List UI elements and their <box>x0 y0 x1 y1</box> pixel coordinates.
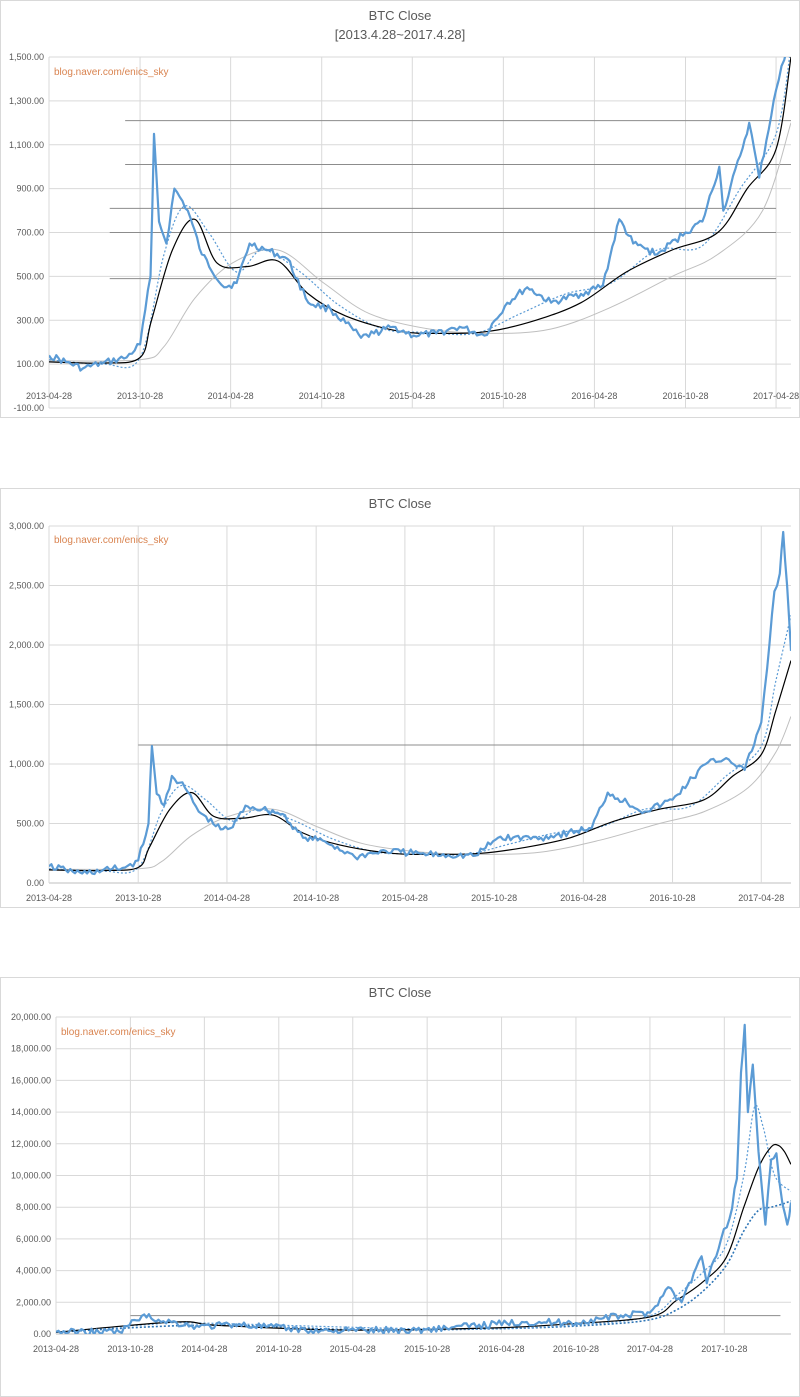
series-line-price <box>56 1023 791 1334</box>
x-tick-label: 2013-10-28 <box>117 391 163 401</box>
y-tick-label: 0.00 <box>33 1329 51 1339</box>
y-tick-label: 6,000.00 <box>16 1234 51 1244</box>
x-tick-label: 2016-10-28 <box>662 391 708 401</box>
series-line-price <box>49 530 791 876</box>
y-tick-label: 1,300.00 <box>9 96 44 106</box>
y-tick-label: 14,000.00 <box>11 1107 51 1117</box>
y-tick-label: 1,000.00 <box>9 759 44 769</box>
y-tick-label: 2,500.00 <box>9 581 44 591</box>
y-tick-label: 4,000.00 <box>16 1266 51 1276</box>
series-line-black <box>49 57 791 364</box>
x-tick-label: 2013-10-28 <box>107 1344 153 1354</box>
chart-title: BTC Close <box>369 985 432 1000</box>
btc-close-chart-2017: -100.00 100.00 300.00 500.00 700.00 900.00 1,1… <box>9 8 799 413</box>
y-tick-label: 2,000.00 <box>16 1297 51 1307</box>
x-tick-label: 2016-04-28 <box>571 391 617 401</box>
y-tick-label: -100.00 <box>13 403 44 413</box>
y-tick-label: 12,000.00 <box>11 1139 51 1149</box>
y-tick-label: 1,500.00 <box>9 52 44 62</box>
y-tick-label: 16,000.00 <box>11 1075 51 1085</box>
chart-title: BTC Close <box>369 8 432 23</box>
x-tick-label: 2013-04-28 <box>26 391 72 401</box>
x-tick-label: 2016-10-28 <box>650 893 696 903</box>
x-tick-label: 2015-04-28 <box>389 391 435 401</box>
x-tick-label: 2017-04-28 <box>753 391 799 401</box>
y-tick-label: 1,500.00 <box>9 700 44 710</box>
plot-area <box>56 1023 791 1334</box>
chart-panel-3: 0.00 2,000.00 4,000.00 6,000.00 8,000.00 10,0… <box>0 977 800 1397</box>
y-tick-label: 700.00 <box>16 228 44 238</box>
watermark: blog.naver.com/enics_sky <box>54 535 169 546</box>
chart-subtitle: [2013.4.28~2017.4.28] <box>335 27 465 42</box>
series-line-grey <box>49 716 791 870</box>
series-line-dotted-dark <box>56 1200 791 1333</box>
x-tick-label: 2015-10-28 <box>404 1344 450 1354</box>
x-tick-label: 2016-10-28 <box>553 1344 599 1354</box>
series-line-grey <box>49 122 791 362</box>
y-tick-label: 0.00 <box>26 878 44 888</box>
x-tick-label: 2015-10-28 <box>480 391 526 401</box>
y-tick-label: 18,000.00 <box>11 1044 51 1054</box>
series-line-black <box>49 660 791 872</box>
chart-title: BTC Close <box>369 496 432 511</box>
x-tick-label: 2014-04-28 <box>181 1344 227 1354</box>
y-tick-label: 100.00 <box>16 359 44 369</box>
y-tick-label: 3,000.00 <box>9 521 44 531</box>
x-tick-label: 2013-04-28 <box>26 893 72 903</box>
x-tick-label: 2014-10-28 <box>293 893 339 903</box>
x-tick-label: 2013-10-28 <box>115 893 161 903</box>
x-tick-label: 2015-04-28 <box>330 1344 376 1354</box>
x-tick-label: 2016-04-28 <box>560 893 606 903</box>
y-tick-label: 1,100.00 <box>9 140 44 150</box>
x-tick-label: 2014-10-28 <box>256 1344 302 1354</box>
y-tick-label: 2,000.00 <box>9 640 44 650</box>
y-tick-label: 500.00 <box>16 271 44 281</box>
x-tick-label: 2013-04-28 <box>33 1344 79 1354</box>
y-tick-label: 500.00 <box>16 819 44 829</box>
y-tick-label: 20,000.00 <box>11 1012 51 1022</box>
watermark: blog.naver.com/enics_sky <box>54 67 169 78</box>
x-tick-label: 2014-04-28 <box>204 893 250 903</box>
x-tick-label: 2017-04-28 <box>738 893 784 903</box>
x-tick-label: 2017-04-28 <box>627 1344 673 1354</box>
y-tick-label: 900.00 <box>16 184 44 194</box>
btc-close-chart-2018: 0.00 2,000.00 4,000.00 6,000.00 8,000.00 10,0… <box>11 985 791 1354</box>
watermark: blog.naver.com/enics_sky <box>61 1027 176 1038</box>
series-line-price <box>49 57 787 372</box>
x-tick-label: 2016-04-28 <box>479 1344 525 1354</box>
btc-close-chart-2017-06: 0.00 500.00 1,000.00 1,500.00 2,000.00 2,500.… <box>9 496 791 903</box>
chart-panel-2: 0.00 500.00 1,000.00 1,500.00 2,000.00 2,500.… <box>0 488 800 908</box>
y-tick-label: 10,000.00 <box>11 1171 51 1181</box>
y-tick-label: 8,000.00 <box>16 1202 51 1212</box>
x-tick-label: 2014-04-28 <box>208 391 254 401</box>
chart-panel-1: -100.00 100.00 300.00 500.00 700.00 900.00 1,1… <box>0 0 800 418</box>
series-line-dotted <box>49 615 791 874</box>
y-tick-label: 300.00 <box>16 315 44 325</box>
x-tick-label: 2017-10-28 <box>701 1344 747 1354</box>
series-line-dotted <box>49 57 791 369</box>
x-tick-label: 2015-04-28 <box>382 893 428 903</box>
plot-area <box>49 57 791 372</box>
series-line-black <box>56 1143 791 1333</box>
plot-area <box>49 530 791 876</box>
x-tick-label: 2015-10-28 <box>471 893 517 903</box>
x-tick-label: 2014-10-28 <box>299 391 345 401</box>
